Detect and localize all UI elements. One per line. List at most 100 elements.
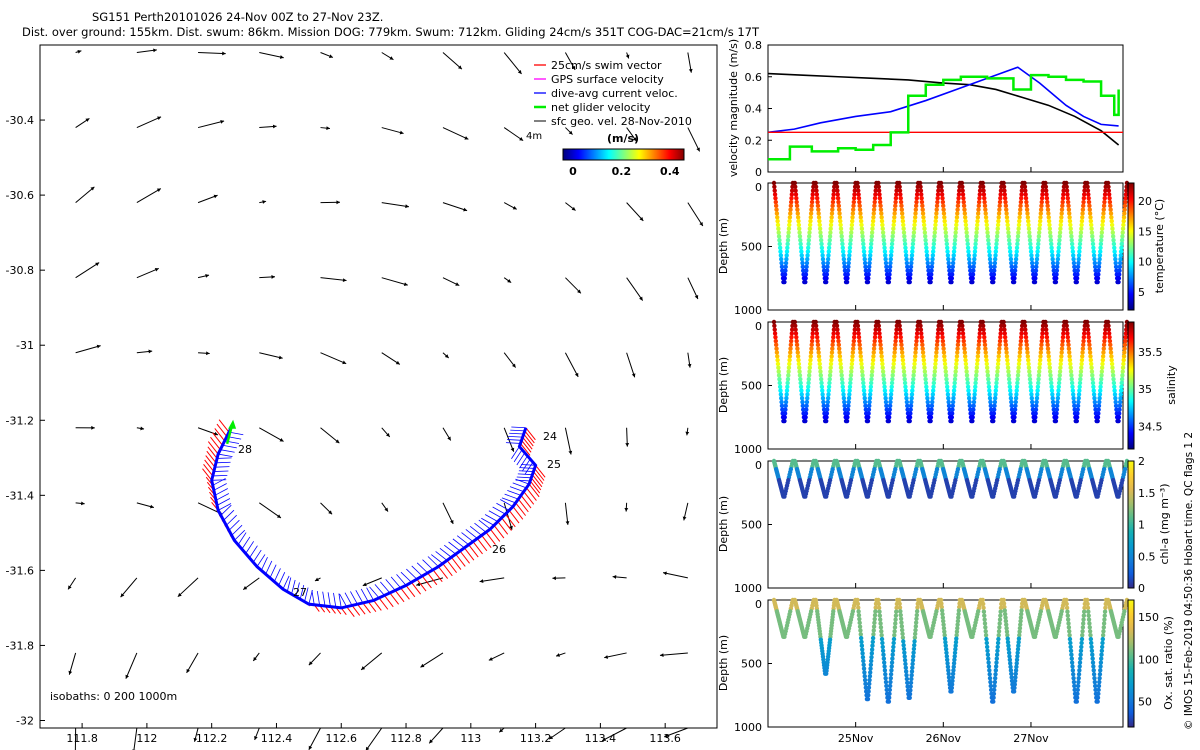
section-point [945, 253, 951, 258]
section-colorbar-slice [1128, 415, 1134, 417]
current-arrow [604, 652, 627, 659]
section-point [1015, 650, 1020, 655]
section-point [1050, 392, 1055, 397]
section-point [1098, 384, 1103, 389]
oxygen-panel: Depth (m) Ox. sat. ratio (%) 05001000501… [717, 597, 1175, 734]
section-point [876, 327, 882, 332]
current-arrowhead [154, 268, 159, 272]
section-point [903, 661, 908, 667]
section-point [884, 407, 889, 412]
section-point [1053, 279, 1059, 285]
section-point [1044, 335, 1050, 340]
colorbar-slice [583, 149, 585, 160]
section-point [1009, 407, 1015, 412]
swim-vector [432, 569, 443, 582]
section-point [868, 658, 874, 664]
section-point [947, 407, 952, 412]
section-point [1072, 264, 1077, 270]
section-colorbar-slice [1128, 190, 1134, 192]
section-point [878, 342, 883, 348]
section-point [880, 640, 885, 646]
section-point [1058, 218, 1064, 224]
section-point [919, 335, 924, 340]
section-point [793, 188, 798, 193]
section-point [871, 350, 876, 355]
section-colorbar-slice [1128, 579, 1134, 581]
section-point [1074, 699, 1079, 704]
section-point [987, 257, 993, 262]
section-point [993, 392, 998, 397]
section-point [1016, 361, 1022, 367]
section-point [1056, 380, 1062, 386]
section-point [1037, 218, 1043, 224]
colorbar-slice [619, 149, 621, 160]
section-point [1016, 640, 1021, 645]
section-point [880, 222, 885, 228]
section-point [877, 192, 882, 197]
section-point [785, 380, 790, 386]
section-point [865, 279, 871, 285]
section-point [973, 245, 978, 250]
section-point [1074, 695, 1080, 700]
section-point [912, 361, 917, 367]
section-point [1043, 180, 1048, 186]
section-point [924, 249, 929, 254]
current-arrowhead [156, 188, 161, 192]
colorbar-slice [648, 149, 650, 160]
section-colorbar-tick-label: 150 [1138, 611, 1159, 624]
section-point [848, 373, 854, 378]
section-point [981, 327, 986, 332]
colorbar-slice [682, 149, 684, 160]
colorbar-slice [594, 149, 596, 160]
section-point [928, 415, 934, 420]
section-point [1068, 230, 1074, 235]
section-point [1055, 399, 1060, 405]
current-arrow [360, 652, 383, 671]
section-point [813, 180, 818, 186]
section-point [893, 617, 898, 622]
current-arrow [133, 727, 138, 750]
section-point [955, 211, 960, 216]
section-point [866, 689, 871, 694]
section-point [800, 264, 806, 270]
dive-avg-vector [439, 547, 452, 558]
section-point [941, 211, 947, 216]
section-point [901, 642, 906, 648]
section-colorbar-slice [1128, 706, 1134, 708]
section-colorbar-slice [1128, 650, 1134, 652]
track-day-label: 25 [547, 458, 561, 471]
section-point [1085, 188, 1091, 193]
section-point [806, 373, 812, 378]
section-point [911, 237, 916, 243]
section-point [1026, 222, 1031, 228]
section-point [782, 418, 787, 424]
section-colorbar-slice [1128, 232, 1134, 234]
dive-avg-vector [215, 493, 230, 501]
swim-vector [362, 602, 371, 614]
section-colorbar-slice [1128, 215, 1134, 217]
section-point [961, 196, 966, 201]
section-point [887, 411, 892, 416]
dive-avg-vector [496, 502, 510, 511]
section-colorbar-frame [1127, 182, 1135, 311]
section-colorbar-slice [1128, 558, 1134, 560]
section-point [951, 253, 956, 258]
section-point [824, 411, 830, 416]
colorbar-slice [625, 149, 627, 160]
section-point [893, 613, 899, 618]
colorbar-slice [579, 149, 581, 160]
dive-avg-vector [308, 589, 313, 605]
section-point [1039, 342, 1044, 348]
section-point [1044, 192, 1049, 197]
section-point [1087, 203, 1092, 209]
section-point [1064, 184, 1069, 190]
section-colorbar-slice [1128, 664, 1134, 666]
section-point [867, 403, 872, 409]
section-point [974, 369, 979, 374]
section-colorbar-slice [1128, 233, 1134, 235]
current-arrowhead [694, 294, 699, 299]
section-colorbar-slice [1128, 213, 1134, 215]
section-point [1025, 211, 1030, 216]
section-point [818, 230, 823, 235]
current-arrowhead [91, 425, 95, 430]
